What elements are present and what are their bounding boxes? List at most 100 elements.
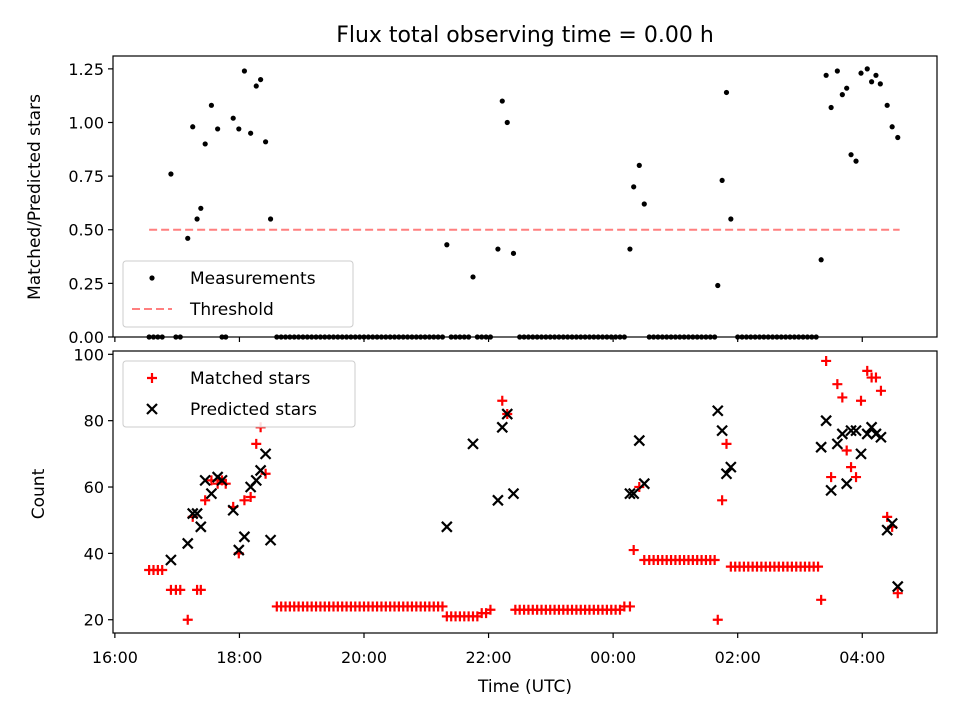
x-tick-label: 16:00 — [92, 648, 138, 667]
data-point — [848, 152, 854, 158]
data-point — [864, 66, 870, 72]
data-point — [723, 89, 730, 96]
data-point — [165, 554, 177, 566]
data-point — [839, 92, 845, 98]
data-point — [253, 83, 259, 89]
y-tick-label: 60 — [84, 478, 104, 497]
data-point — [495, 246, 501, 252]
data-point — [840, 477, 853, 490]
bottom-series-matched-stars — [144, 355, 903, 625]
data-point — [499, 98, 505, 104]
data-point — [865, 421, 878, 434]
data-point — [248, 130, 254, 136]
data-point — [501, 408, 514, 420]
data-point — [190, 124, 196, 130]
legend-marker — [146, 403, 158, 415]
data-point — [832, 379, 843, 390]
data-point — [891, 580, 904, 593]
data-point — [853, 158, 859, 164]
data-point — [721, 438, 732, 449]
data-point — [711, 404, 724, 417]
data-point — [633, 434, 646, 447]
legend-label: Matched stars — [190, 369, 310, 389]
x-tick-label: 22:00 — [466, 648, 512, 667]
data-point — [258, 76, 264, 83]
legend-marker — [149, 275, 155, 281]
data-point — [895, 134, 901, 141]
data-point — [485, 604, 496, 615]
data-point — [507, 487, 520, 500]
data-point — [250, 474, 263, 487]
data-point — [215, 126, 221, 132]
data-point — [844, 85, 850, 91]
data-point — [837, 392, 848, 403]
y-tick-label: 0.75 — [68, 167, 104, 186]
data-point — [816, 594, 827, 605]
data-point — [627, 487, 640, 500]
data-point — [828, 104, 834, 111]
data-point — [216, 474, 228, 487]
y-tick-label: 100 — [73, 345, 104, 364]
data-point — [855, 448, 867, 460]
data-point — [884, 102, 890, 108]
data-point — [260, 468, 271, 479]
data-point — [875, 431, 887, 444]
data-point — [826, 472, 837, 483]
data-point — [185, 235, 191, 241]
data-point — [825, 484, 837, 497]
data-point — [881, 524, 893, 536]
data-point — [264, 534, 277, 546]
y-tick-label: 40 — [84, 544, 104, 563]
data-point — [870, 372, 881, 383]
data-point — [715, 282, 721, 289]
data-point — [813, 561, 824, 572]
data-point — [636, 162, 642, 168]
y-tick-label: 80 — [84, 412, 104, 431]
data-point — [441, 521, 453, 533]
bottom-y-axis-label: Count — [29, 468, 49, 519]
y-tick-label: 0.00 — [68, 328, 104, 347]
data-point — [886, 517, 898, 530]
data-point — [199, 474, 211, 487]
top-plot-area: 0.00 0.25 0.50 0.75 1.00 1.25 Measurements Thre… — [68, 55, 938, 347]
data-point — [470, 274, 476, 280]
data-point — [624, 487, 636, 500]
data-point — [641, 201, 647, 207]
data-point — [227, 504, 239, 517]
data-point — [725, 461, 737, 473]
data-point — [717, 495, 728, 506]
y-tick-label: 0.50 — [68, 221, 104, 240]
data-point — [823, 72, 829, 78]
data-point — [198, 205, 204, 211]
data-point — [851, 472, 862, 483]
data-point — [858, 70, 864, 76]
data-point — [267, 216, 274, 222]
data-point — [510, 250, 517, 256]
data-point — [634, 482, 645, 493]
data-point — [882, 511, 893, 522]
top-chart-title: Flux total observing time = 0.00 h — [336, 23, 714, 48]
data-point — [845, 424, 857, 437]
data-point — [202, 141, 208, 147]
data-point — [262, 139, 269, 145]
legend-label: Measurements — [190, 269, 316, 289]
data-point — [259, 448, 272, 460]
x-tick-label: 00:00 — [590, 648, 636, 667]
data-point — [862, 365, 873, 376]
data-point — [194, 216, 200, 222]
data-point — [437, 601, 448, 612]
x-tick-label: 04:00 — [839, 648, 885, 667]
x-axis-label: Time (UTC) — [477, 677, 572, 697]
bottom-series-predicted-stars — [165, 404, 904, 593]
y-tick-label: 1.25 — [68, 60, 104, 79]
data-point — [241, 68, 248, 74]
bottom-plot-area: 20 40 60 80 100 16:00 18:00 20:00 22:00 00:00 02:0… — [73, 345, 938, 667]
data-point — [728, 216, 734, 222]
data-point — [873, 72, 879, 78]
data-point — [850, 424, 862, 437]
data-point — [869, 79, 875, 85]
data-point — [716, 424, 728, 437]
data-point — [709, 555, 720, 566]
data-point — [856, 395, 867, 406]
